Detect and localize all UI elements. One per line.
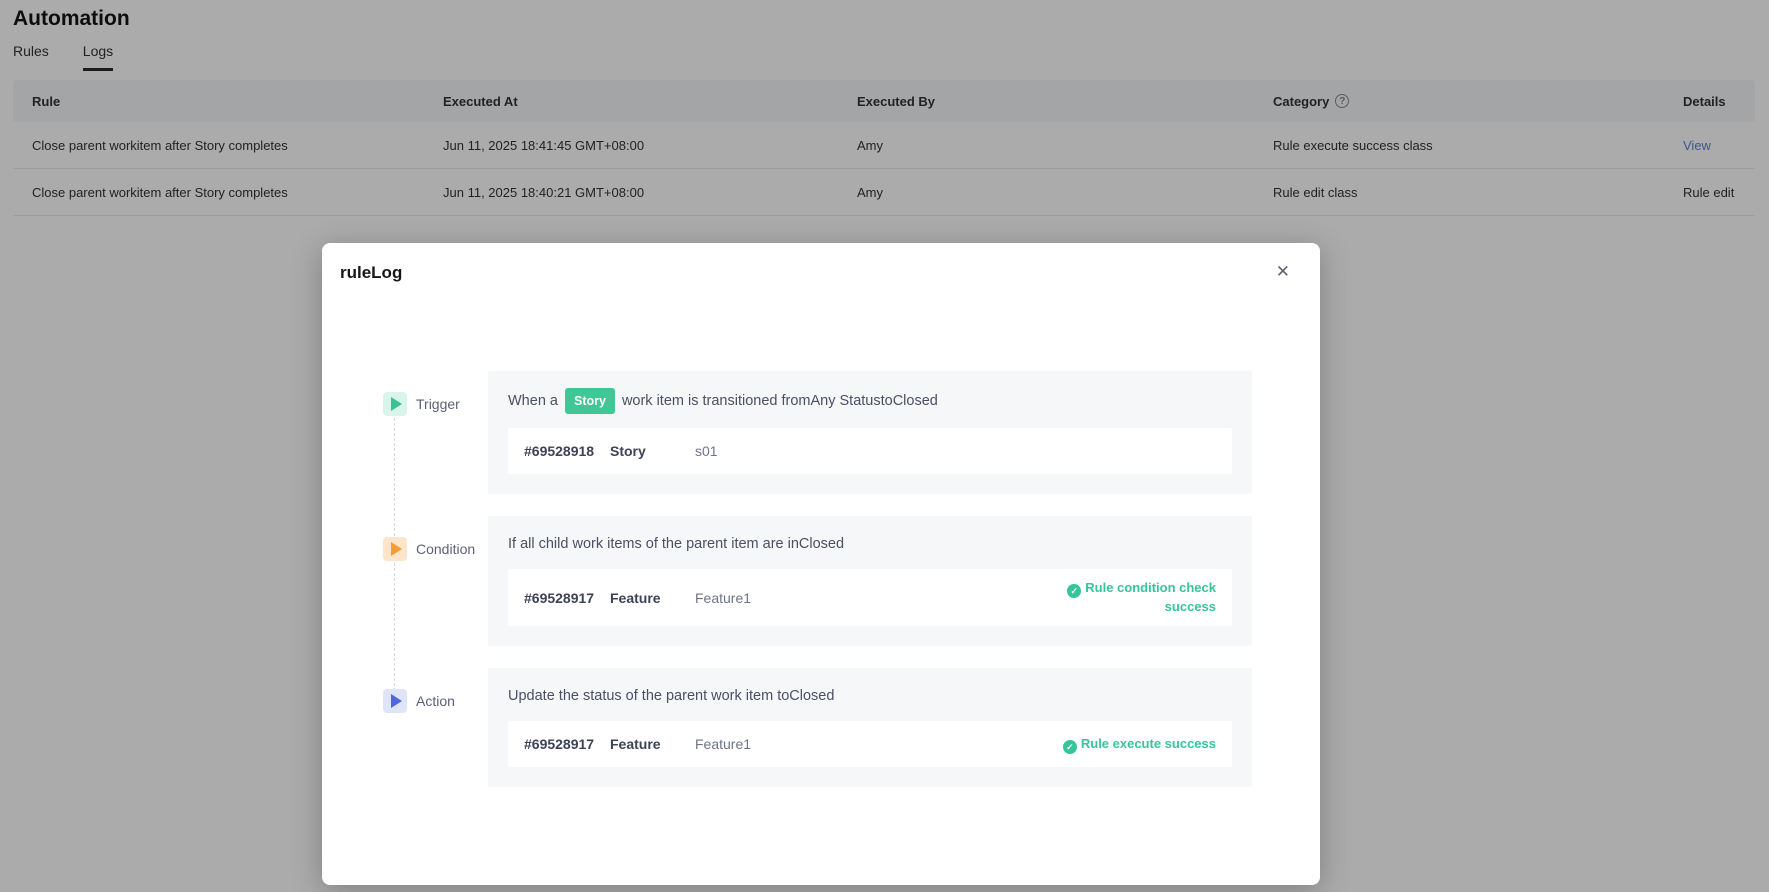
col-header-executed-at: Executed At — [443, 93, 518, 109]
work-item-name: Feature1 — [695, 589, 752, 606]
category-cell: Rule edit class — [1273, 184, 1358, 200]
tab-logs[interactable]: Logs — [82, 43, 114, 71]
condition-description: If all child work items of the parent it… — [508, 536, 845, 552]
modal-title: ruleLog — [340, 263, 403, 282]
category-header-label: Category — [1273, 93, 1330, 109]
details-text: Rule edit — [1683, 184, 1735, 200]
work-item-row: #69528917 Feature Feature1 ✓ Rule execute… — [508, 721, 1232, 767]
condition-section-left: Condition — [383, 516, 488, 646]
table-row: Close parent workitem after Story comple… — [13, 169, 1755, 216]
action-panel: Update the status of the parent work ite… — [488, 668, 1252, 787]
work-item-name: Feature1 — [695, 736, 752, 752]
modal-header: ruleLog ✕ — [322, 243, 1320, 283]
trigger-desc-prefix: When a — [508, 393, 558, 409]
executed-at-cell: Jun 11, 2025 18:41:45 GMT+08:00 — [443, 137, 645, 153]
rule-name-cell: Close parent workitem after Story comple… — [32, 184, 288, 200]
status-text: Rule execute success — [1080, 735, 1216, 751]
action-label: Action — [416, 693, 455, 709]
tab-bar: Rules Logs — [0, 43, 1769, 71]
work-item-type: Story — [610, 443, 646, 459]
work-item-type: Feature — [610, 589, 661, 606]
rule-log-modal: ruleLog ✕ Trigger When a Story work item… — [322, 243, 1320, 885]
play-icon — [383, 537, 407, 561]
work-item-row: #69528918 Story s01 — [508, 428, 1232, 474]
work-item-name: s01 — [695, 443, 718, 459]
page-title: Automation — [13, 7, 130, 30]
table-row: Close parent workitem after Story comple… — [13, 122, 1755, 169]
action-description: Update the status of the parent work ite… — [508, 688, 835, 704]
executed-by-cell: Amy — [857, 137, 883, 153]
executed-by-cell: Amy — [857, 184, 883, 200]
trigger-desc-suffix: work item is transitioned fromAny Status… — [621, 393, 938, 409]
logs-table: Rule Executed At Executed By Category ? … — [13, 80, 1755, 216]
status-text: Rule condition check success — [1085, 580, 1216, 614]
question-circle-icon[interactable]: ? — [1335, 94, 1350, 108]
view-details-link[interactable]: View — [1683, 137, 1711, 153]
work-item-row: #69528917 Feature Feature1 ✓ Rule conditi… — [508, 569, 1232, 626]
trigger-label: Trigger — [416, 396, 460, 412]
trigger-panel: When a Story work item is transitioned f… — [488, 371, 1252, 494]
col-header-rule: Rule — [32, 93, 61, 109]
trigger-description: When a Story work item is transitioned f… — [508, 388, 1232, 414]
work-item-id: #69528917 — [524, 736, 595, 752]
action-section: Action Update the status of the parent w… — [383, 668, 1252, 787]
modal-body: Trigger When a Story work item is transi… — [322, 371, 1320, 787]
table-header-row: Rule Executed At Executed By Category ? … — [13, 80, 1755, 122]
check-circle-icon: ✓ — [1067, 584, 1082, 598]
trigger-section: Trigger When a Story work item is transi… — [383, 371, 1252, 494]
condition-panel: If all child work items of the parent it… — [488, 516, 1252, 646]
play-icon — [383, 392, 407, 416]
col-header-executed-by: Executed By — [857, 93, 936, 109]
executed-at-cell: Jun 11, 2025 18:40:21 GMT+08:00 — [443, 184, 645, 200]
category-cell: Rule execute success class — [1273, 137, 1433, 153]
work-item-type-badge: Story — [564, 388, 615, 414]
check-circle-icon: ✓ — [1062, 739, 1077, 754]
condition-label: Condition — [416, 541, 476, 557]
action-section-left: Action — [383, 668, 488, 787]
rule-name-cell: Close parent workitem after Story comple… — [32, 137, 288, 153]
trigger-section-left: Trigger — [383, 371, 488, 494]
col-header-details: Details — [1683, 93, 1726, 109]
condition-section: Condition If all child work items of the… — [383, 516, 1252, 646]
work-item-id: #69528917 — [524, 589, 595, 606]
tab-rules[interactable]: Rules — [13, 43, 49, 59]
status-badge: ✓ Rule execute success — [1062, 735, 1216, 754]
work-item-type: Feature — [610, 736, 661, 752]
col-header-category: Category ? — [1273, 94, 1683, 109]
status-badge: ✓ Rule condition check success — [1038, 579, 1216, 616]
work-item-id: #69528918 — [524, 443, 595, 459]
play-icon — [383, 689, 407, 713]
close-icon[interactable]: ✕ — [1275, 262, 1290, 281]
